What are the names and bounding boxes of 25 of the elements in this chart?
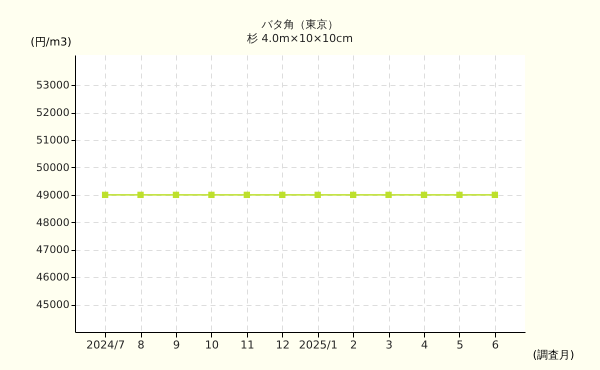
y-tick-label: 50000 [36, 162, 70, 174]
x-tick-label: 12 [276, 338, 290, 352]
y-tick-label: 48000 [36, 216, 70, 229]
chart-subtitle: 杉 4.0m×10×10cm [246, 32, 353, 45]
y-axis-title: (円/m3) [30, 36, 72, 48]
y-tick-label: 51000 [36, 134, 70, 147]
chart-title: バタ角（東京） [260, 18, 338, 31]
y-tick-label: 53000 [36, 80, 70, 92]
x-tick-label: 6 [492, 338, 499, 352]
x-tick-label: 5 [456, 338, 464, 352]
x-tick-label: 9 [172, 338, 180, 352]
x-tick-label: 3 [386, 338, 393, 352]
x-tick-label: 2 [350, 338, 358, 352]
x-tick-label: 10 [204, 338, 219, 352]
y-tick-label: 49000 [36, 189, 70, 202]
x-tick-label: 2024/7 [86, 338, 125, 352]
x-tick-label: 8 [138, 338, 145, 352]
y-tick-label: 46000 [36, 272, 70, 284]
x-tick-label: 4 [421, 338, 428, 352]
y-tick-label: 52000 [36, 107, 70, 120]
x-axis-title: (調査月) [532, 348, 574, 362]
x-tick-label: 11 [240, 338, 254, 352]
x-tick-label: 2025/1 [298, 338, 338, 352]
y-tick-label: 47000 [36, 244, 70, 256]
y-tick-label: 45000 [36, 299, 70, 312]
